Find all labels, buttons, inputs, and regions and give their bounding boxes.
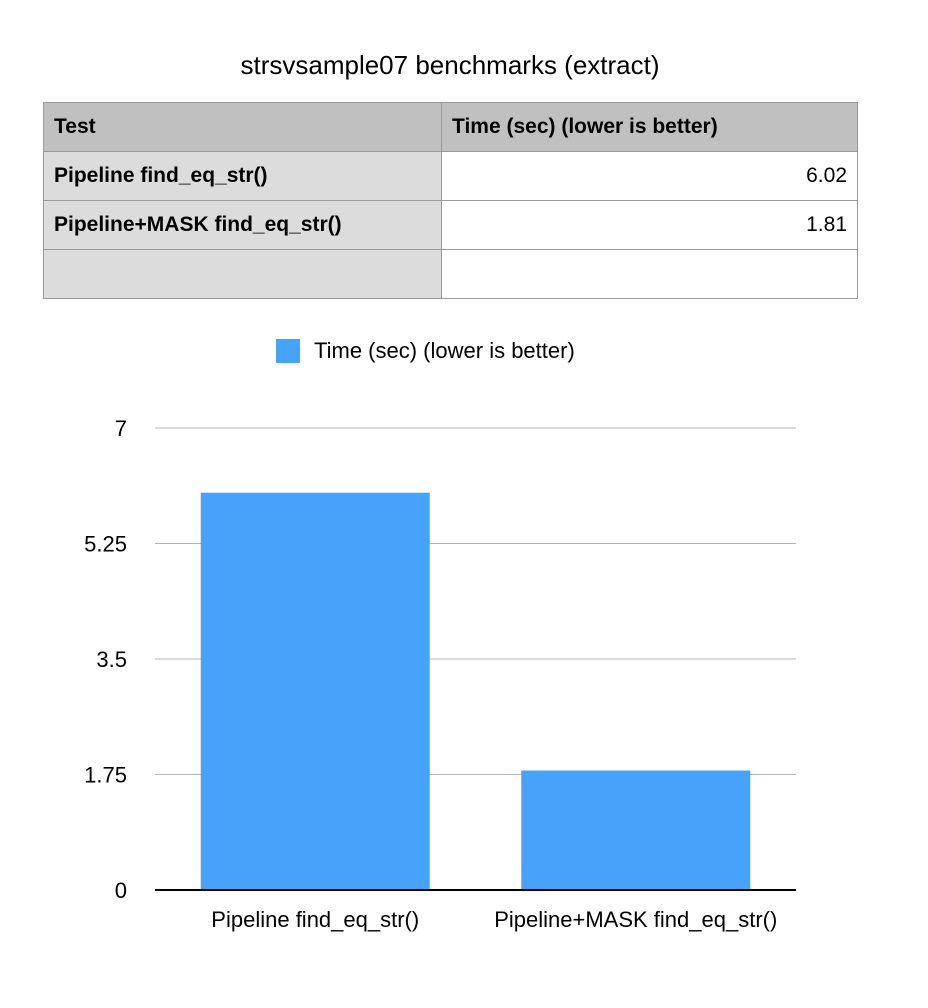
- table-row: Pipeline find_eq_str() 6.02: [43, 151, 858, 201]
- data-table: Test Time (sec) (lower is better) Pipeli…: [43, 102, 858, 299]
- legend-swatch: [276, 339, 300, 363]
- bar: [521, 770, 751, 890]
- x-tick-label: Pipeline find_eq_str(): [211, 907, 419, 932]
- table-header-row: Test Time (sec) (lower is better): [43, 102, 858, 152]
- table-cell-time: 1.81: [441, 200, 858, 250]
- table-cell-test: Pipeline find_eq_str(): [43, 151, 442, 201]
- chart-title: strsvsample07 benchmarks (extract): [240, 50, 660, 80]
- y-tick-label: 5.25: [84, 532, 127, 557]
- table-row: Pipeline+MASK find_eq_str() 1.81: [43, 200, 858, 250]
- y-tick-label: 0: [115, 878, 127, 903]
- bar-chart: 0 1.75 3.5 5.25 7 Pipeline find_eq_str() Pipel…: [84, 416, 796, 932]
- table-cell-test: Pipeline+MASK find_eq_str(): [43, 200, 442, 250]
- x-tick-label: Pipeline+MASK find_eq_str(): [494, 907, 777, 932]
- table-cell-test: [43, 249, 442, 299]
- table-header-test: Test: [43, 102, 442, 152]
- y-tick-label: 7: [115, 416, 127, 441]
- table-cell-time: [441, 249, 858, 299]
- y-tick-label: 3.5: [96, 647, 127, 672]
- table-row: [43, 249, 858, 299]
- y-tick-label: 1.75: [84, 763, 127, 788]
- table-cell-time: 6.02: [441, 151, 858, 201]
- chart-legend: Time (sec) (lower is better): [276, 338, 575, 364]
- table-header-time: Time (sec) (lower is better): [441, 102, 858, 152]
- legend-label: Time (sec) (lower is better): [314, 338, 575, 363]
- bar: [200, 492, 430, 890]
